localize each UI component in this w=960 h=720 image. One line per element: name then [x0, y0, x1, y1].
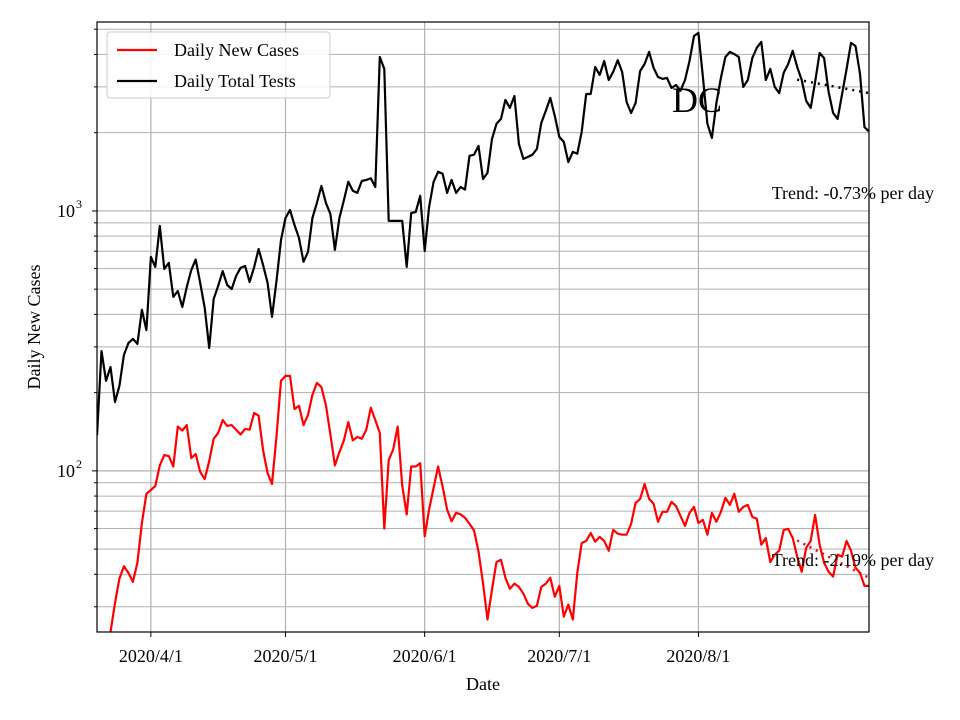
plot-frame — [96, 21, 870, 633]
x-tick-label: 2020/5/1 — [254, 646, 318, 666]
y-tick-label: 10 — [57, 201, 75, 221]
x-tick-label: 2020/8/1 — [666, 646, 730, 666]
x-tick-label: 2020/4/1 — [119, 646, 183, 666]
trend-label: Trend: -0.73% per day — [772, 183, 934, 203]
x-tick-label: 2020/7/1 — [527, 646, 591, 666]
x-tick-label: 2020/6/1 — [393, 646, 457, 666]
trend-labels: Trend: -2.19% per day Trend: -0.73% per d… — [772, 183, 934, 570]
y-tick-exponent: 2 — [76, 457, 82, 471]
legend-entry: Daily New Cases — [174, 40, 299, 60]
x-axis-label: Date — [466, 674, 500, 694]
trend-line — [796, 78, 870, 95]
y-tick-exponent: 3 — [76, 197, 82, 211]
chart-title: DC — [672, 80, 722, 120]
series-lines — [97, 31, 870, 632]
trend-label: Trend: -2.19% per day — [772, 550, 934, 570]
series-line-daily-new-cases — [109, 374, 869, 632]
y-axis-label: Daily New Cases — [24, 265, 44, 390]
series-line-daily-total-tests — [97, 31, 869, 436]
legend-entry: Daily Total Tests — [174, 71, 296, 91]
grid — [97, 22, 869, 632]
legend-box — [106, 31, 331, 99]
legend: Daily New Cases Daily Total Tests — [106, 31, 331, 99]
x-axis: 2020/4/1 2020/5/1 2020/6/1 2020/7/1 2020/8/1 — [119, 632, 730, 666]
y-tick-label: 10 — [57, 461, 75, 481]
